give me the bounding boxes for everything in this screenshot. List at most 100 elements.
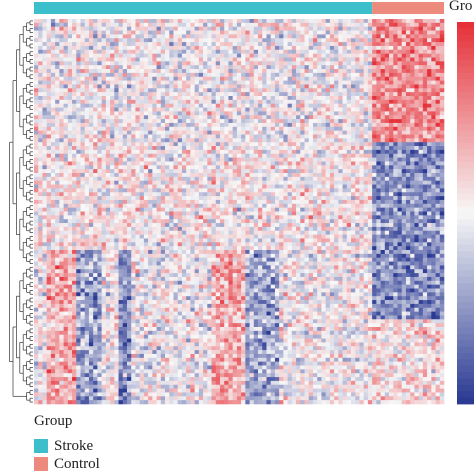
heatmap-cell bbox=[186, 45, 191, 51]
heatmap-cell bbox=[312, 130, 318, 135]
heatmap-cell bbox=[342, 169, 348, 174]
heatmap-cell bbox=[279, 42, 284, 47]
heatmap-cell bbox=[241, 199, 246, 205]
heatmap-cell bbox=[253, 184, 259, 189]
heatmap-cell bbox=[80, 149, 86, 155]
heatmap-cell bbox=[266, 169, 271, 174]
heatmap-cell bbox=[418, 161, 424, 166]
heatmap-cell bbox=[194, 188, 200, 193]
heatmap-cell bbox=[228, 192, 233, 197]
heatmap-cell bbox=[414, 184, 419, 189]
heatmap-cell bbox=[405, 96, 411, 101]
heatmap-cell bbox=[401, 96, 407, 101]
heatmap-cell bbox=[156, 188, 162, 193]
heatmap-cell bbox=[274, 107, 280, 112]
heatmap-cell bbox=[346, 38, 352, 43]
heatmap-cell bbox=[342, 57, 348, 62]
heatmap-cell bbox=[194, 173, 200, 178]
heatmap-cell bbox=[241, 115, 246, 120]
heatmap-cell bbox=[287, 165, 293, 170]
heatmap-cell bbox=[152, 69, 157, 74]
heatmap-cell bbox=[156, 76, 162, 81]
heatmap-cell bbox=[114, 115, 119, 120]
heatmap-cell bbox=[346, 180, 352, 185]
heatmap-cell bbox=[219, 22, 225, 27]
heatmap-cell bbox=[160, 103, 166, 108]
heatmap-cell bbox=[34, 157, 39, 162]
heatmap-cell bbox=[42, 165, 47, 170]
heatmap-cell bbox=[186, 88, 191, 93]
heatmap-cell bbox=[249, 42, 255, 47]
heatmap-cell bbox=[236, 57, 242, 62]
heatmap-cell bbox=[34, 22, 39, 27]
heatmap-cell bbox=[287, 84, 293, 89]
heatmap-cell bbox=[283, 119, 288, 124]
heatmap-cell bbox=[376, 19, 381, 24]
heatmap-cell bbox=[291, 19, 297, 24]
heatmap-cell bbox=[181, 61, 187, 66]
heatmap-cell bbox=[321, 84, 326, 89]
heatmap-cell bbox=[338, 76, 343, 81]
heatmap-cell bbox=[156, 99, 162, 104]
heatmap-cell bbox=[296, 34, 301, 39]
heatmap-cell bbox=[59, 22, 64, 27]
heatmap-cell bbox=[160, 192, 166, 197]
heatmap-cell bbox=[46, 199, 52, 205]
heatmap-cell bbox=[126, 142, 132, 147]
heatmap-cell bbox=[169, 107, 174, 112]
heatmap-cell bbox=[435, 161, 441, 166]
heatmap-cell bbox=[190, 130, 195, 135]
heatmap-cell bbox=[177, 57, 183, 62]
heatmap-cell bbox=[414, 22, 419, 27]
heatmap-cell bbox=[38, 192, 43, 197]
heatmap-cell bbox=[359, 196, 364, 201]
heatmap-cell bbox=[367, 69, 373, 74]
heatmap-cell bbox=[329, 134, 335, 139]
heatmap-cell bbox=[88, 96, 94, 101]
heatmap-cell bbox=[321, 99, 326, 104]
heatmap-cell bbox=[135, 169, 140, 174]
heatmap-cell bbox=[93, 76, 98, 81]
heatmap-cell bbox=[393, 61, 398, 66]
heatmap-cell bbox=[401, 153, 407, 158]
heatmap-cell bbox=[245, 161, 250, 166]
heatmap-cell bbox=[405, 188, 411, 193]
heatmap-cell bbox=[342, 115, 348, 120]
heatmap-cell bbox=[63, 42, 69, 47]
heatmap-cell bbox=[215, 103, 221, 108]
heatmap-cell bbox=[262, 180, 267, 185]
heatmap-cell bbox=[118, 96, 124, 101]
heatmap-cell bbox=[359, 84, 364, 89]
heatmap-cell bbox=[46, 96, 52, 101]
heatmap-cell bbox=[148, 134, 153, 139]
heatmap-cell bbox=[194, 157, 200, 162]
heatmap-cell bbox=[439, 19, 445, 24]
heatmap-cell bbox=[198, 142, 204, 147]
heatmap-cell bbox=[245, 72, 250, 78]
heatmap-cell bbox=[241, 38, 246, 43]
heatmap-cell bbox=[435, 149, 441, 155]
heatmap-cell bbox=[203, 153, 208, 158]
heatmap-cell bbox=[245, 173, 250, 178]
heatmap-cell bbox=[165, 161, 170, 166]
heatmap-cell bbox=[152, 61, 157, 66]
heatmap-cell bbox=[72, 107, 77, 112]
heatmap-cell bbox=[346, 53, 352, 58]
heatmap-cell bbox=[241, 111, 246, 116]
heatmap-cell bbox=[59, 96, 64, 101]
heatmap-cell bbox=[346, 99, 352, 104]
heatmap-cell bbox=[253, 92, 259, 97]
heatmap-cell bbox=[304, 80, 310, 85]
heatmap-cell bbox=[80, 76, 86, 81]
heatmap-cell bbox=[262, 38, 267, 43]
heatmap-cell bbox=[435, 142, 441, 147]
heatmap-cell bbox=[126, 30, 132, 35]
heatmap-cell bbox=[296, 119, 301, 124]
heatmap-cell bbox=[355, 115, 360, 120]
heatmap-cell bbox=[384, 157, 390, 162]
heatmap-cell bbox=[110, 188, 115, 193]
heatmap-cell bbox=[321, 115, 326, 120]
heatmap-cell bbox=[359, 111, 364, 116]
heatmap-cell bbox=[241, 188, 246, 193]
heatmap-cell bbox=[262, 72, 267, 78]
